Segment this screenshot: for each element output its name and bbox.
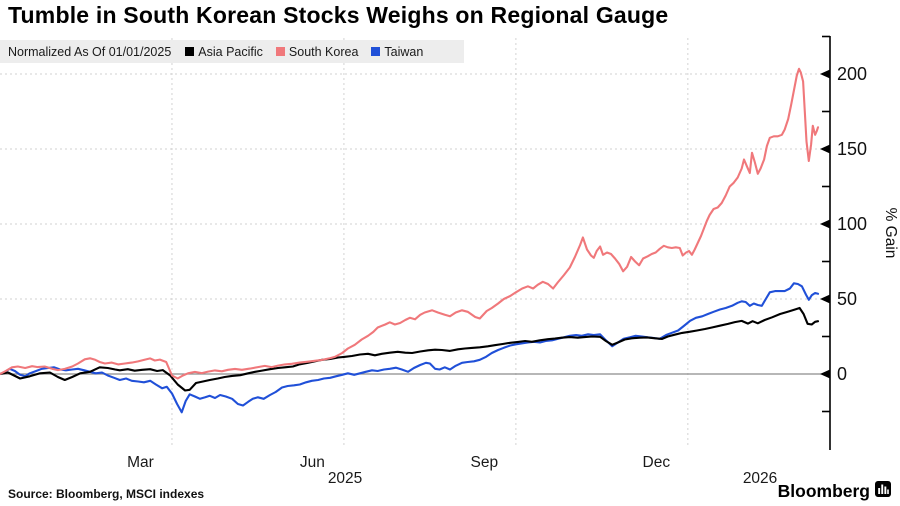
taiwan-swatch-icon [371,47,381,56]
legend-label-asia-pacific: Asia Pacific [198,44,263,59]
bloomberg-mark-icon [875,480,892,502]
svg-text:Mar: Mar [127,454,154,471]
svg-text:150: 150 [837,139,867,159]
south-korea-swatch-icon [275,47,285,56]
legend-bar: Normalized As Of 01/01/2025 Asia Pacific… [0,40,464,63]
legend-label-south-korea: South Korea [288,44,359,59]
legend-item-asia-pacific: Asia Pacific [185,45,263,59]
svg-text:Dec: Dec [643,454,671,471]
y-axis-label: % Gain [882,208,899,259]
svg-text:0: 0 [837,364,847,384]
svg-text:Sep: Sep [471,454,499,471]
svg-text:2026: 2026 [743,470,777,487]
svg-text:Jun: Jun [300,454,325,471]
legend-label-taiwan: Taiwan [384,44,424,59]
bloomberg-wordmark: Bloomberg [777,480,870,501]
svg-text:2025: 2025 [328,470,362,487]
asia-pacific-swatch-icon [185,47,195,56]
svg-text:100: 100 [837,214,867,234]
svg-text:200: 200 [837,64,867,84]
bloomberg-logo: Bloomberg [778,480,892,502]
svg-text:50: 50 [837,289,857,309]
chart-title: Tumble in South Korean Stocks Weighs on … [8,2,669,28]
source-note: Source: Bloomberg, MSCI indexes [8,487,205,501]
legend-item-south-korea: South Korea [275,44,359,59]
legend-item-taiwan: Taiwan [371,45,423,59]
legend-note: Normalized As Of 01/01/2025 [8,44,172,59]
